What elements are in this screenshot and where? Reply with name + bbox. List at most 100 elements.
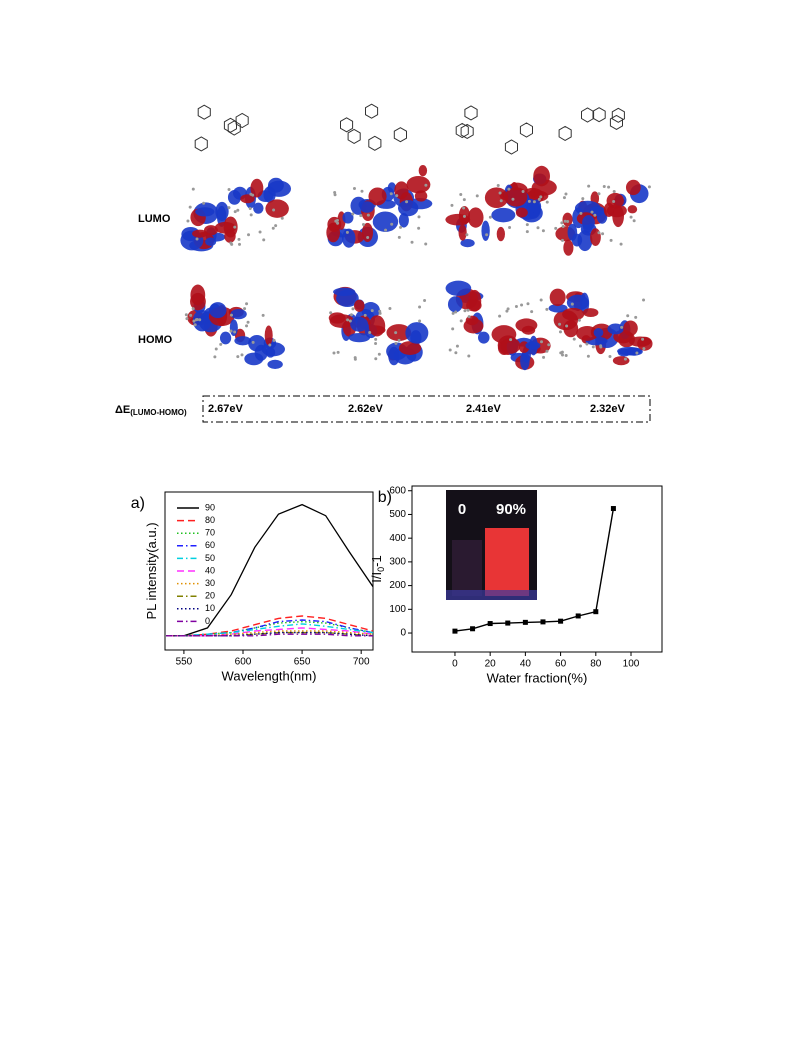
atom	[333, 190, 337, 194]
x-tick-label: 700	[353, 657, 370, 668]
atom	[540, 340, 544, 344]
series-line	[166, 615, 374, 637]
atom	[498, 314, 502, 318]
orbital-lobe	[342, 228, 356, 248]
atom	[258, 230, 262, 234]
atom	[245, 324, 249, 328]
y-axis-label: PL intensity(a.u.)	[144, 522, 159, 619]
atom	[563, 219, 567, 223]
atom	[514, 305, 518, 309]
atom	[424, 242, 428, 246]
atom	[463, 309, 467, 313]
gap-subscript: (LUMO-HOMO)	[130, 408, 187, 417]
ring	[504, 139, 518, 155]
marker	[610, 506, 616, 512]
atom	[193, 323, 197, 327]
orbital-lobe	[582, 308, 599, 318]
atom	[467, 354, 471, 358]
atom	[581, 197, 585, 201]
gap-value: 2.67eV	[208, 403, 244, 415]
row-label: LUMO	[138, 213, 171, 225]
atom	[194, 318, 198, 322]
atom	[246, 320, 250, 324]
orbital-lobe	[478, 331, 490, 344]
orbital-lobe	[244, 352, 264, 366]
atom	[236, 208, 240, 212]
atom	[202, 201, 206, 205]
y-tick-label: 0	[400, 628, 406, 639]
orbital-lobe	[406, 176, 431, 194]
atom	[395, 194, 399, 198]
atom	[475, 194, 479, 198]
orbital-lobe	[398, 341, 422, 355]
atom	[465, 233, 469, 237]
orbital-lobe	[265, 199, 289, 218]
atom	[353, 357, 357, 361]
atom	[597, 231, 601, 235]
atom	[602, 184, 606, 188]
series-line	[454, 508, 615, 632]
atom	[608, 354, 612, 358]
atom	[397, 235, 401, 239]
atom	[455, 344, 459, 348]
atom	[329, 311, 333, 315]
atom	[541, 229, 545, 233]
atom	[233, 225, 237, 229]
atom	[185, 317, 189, 321]
atom	[213, 355, 217, 359]
atom	[417, 226, 421, 230]
gap-label: ΔE(LUMO-HOMO)	[115, 404, 187, 417]
atom	[390, 222, 394, 226]
atom	[462, 214, 466, 218]
atom	[585, 342, 589, 346]
plot-frame	[411, 485, 663, 653]
atom	[597, 192, 601, 196]
inset-photo	[446, 490, 537, 600]
atom	[334, 219, 338, 223]
atom	[572, 337, 576, 341]
atom	[388, 307, 392, 311]
ring	[464, 105, 478, 121]
legend-label: 70	[205, 528, 215, 538]
x-axis-label: Wavelength(nm)	[222, 668, 317, 683]
atom	[249, 213, 253, 217]
atom	[280, 216, 284, 220]
orbital-lobe	[525, 341, 541, 350]
atom	[629, 215, 633, 219]
atom	[237, 237, 241, 241]
atom	[384, 228, 388, 232]
atom	[247, 233, 251, 237]
orbital-lobe	[359, 201, 375, 213]
ring	[347, 128, 361, 144]
atom	[361, 222, 365, 226]
orbital-lobe	[328, 312, 346, 324]
orbital-lobe	[590, 228, 601, 246]
y-tick-label: 600	[389, 485, 406, 496]
orbital-lobe	[398, 212, 409, 228]
atom	[511, 197, 515, 201]
atom	[418, 305, 422, 309]
atom	[642, 347, 646, 351]
atom	[506, 307, 510, 311]
orbital-lobe	[515, 207, 528, 218]
orbital-lobe	[627, 205, 638, 214]
atom	[561, 353, 565, 357]
atom	[527, 199, 531, 203]
x-tick-label: 40	[520, 659, 532, 670]
marker	[558, 618, 564, 624]
orbital-lobe	[215, 201, 229, 221]
atom	[620, 325, 624, 329]
orbital-lobe	[623, 320, 638, 336]
x-tick-label: 650	[294, 657, 311, 668]
orbital-lobe	[386, 324, 412, 342]
atom	[448, 348, 452, 352]
x-tick-label: 80	[590, 659, 602, 670]
atom	[587, 184, 591, 188]
orbital-lobe	[460, 238, 475, 248]
atom	[545, 349, 549, 353]
atom	[525, 230, 529, 234]
atom	[539, 195, 543, 199]
atom	[394, 331, 398, 335]
orbital-lobe	[192, 229, 208, 238]
y-label-part: 0	[376, 567, 386, 572]
